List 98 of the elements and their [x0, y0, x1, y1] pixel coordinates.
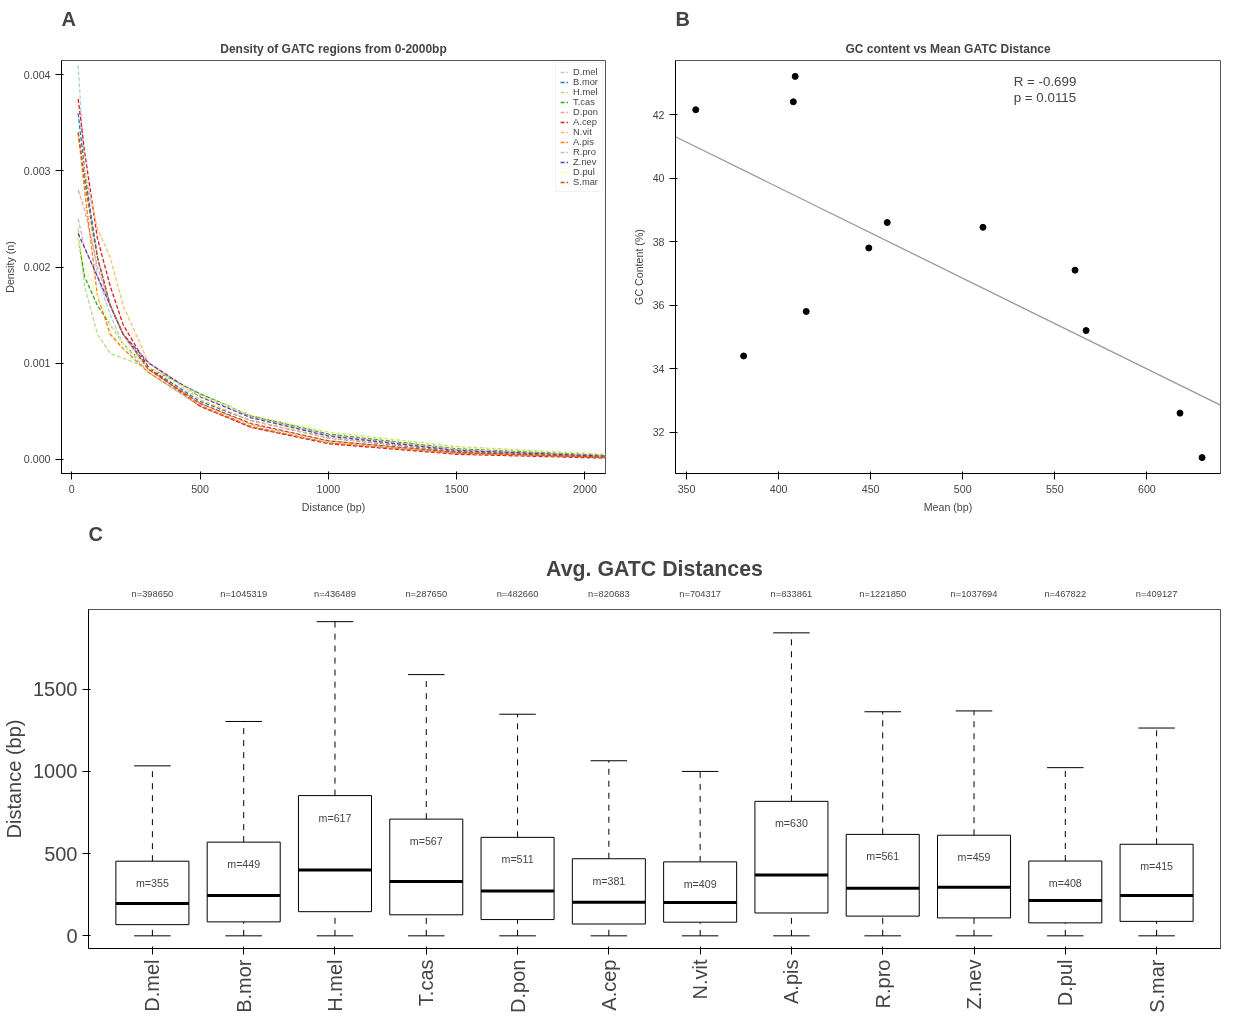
x-tick-label: 350 — [677, 482, 696, 495]
chart-title: GC content vs Mean GATC Distance — [845, 41, 1051, 56]
annotation: p = 0.0115 — [1013, 89, 1077, 105]
text: n=467822 — [1044, 588, 1087, 599]
legend-label: N.vit — [573, 127, 593, 137]
y-tick-label: 42 — [652, 108, 665, 121]
annotation: m=511 — [501, 853, 534, 866]
annotation: m=630 — [775, 817, 808, 830]
y-tick-label: 1000 — [33, 760, 78, 783]
x-tick-label: D.mel — [141, 959, 164, 1012]
x-tick-label: T.cas — [415, 959, 438, 1007]
legend-label: B.mor — [573, 77, 598, 87]
x-tick-label: 450 — [861, 482, 880, 495]
y-tick-label: 0 — [66, 924, 78, 947]
text: n=704317 — [679, 588, 722, 599]
x-tick-label: D.pul — [1054, 959, 1077, 1007]
y-tick-label: 32 — [652, 426, 665, 439]
x-tick-label: 550 — [1045, 482, 1064, 495]
legend-label: D.pon — [573, 107, 598, 117]
point — [692, 106, 700, 114]
annotation: m=355 — [135, 877, 169, 890]
legend-label: T.cas — [573, 97, 595, 107]
point — [802, 307, 810, 315]
y-tick-label: 0.004 — [23, 68, 51, 81]
legend-label: H.mel — [573, 87, 598, 97]
y-tick-label: 0.000 — [23, 453, 51, 466]
legend-label: D.pul — [573, 167, 595, 177]
point — [1082, 327, 1090, 335]
point — [979, 223, 987, 231]
annotation: m=381 — [592, 874, 626, 887]
text: n=436489 — [314, 588, 356, 599]
y-tick-label: 1500 — [33, 678, 78, 701]
text: n=409127 — [1135, 588, 1178, 599]
text: n=398650 — [131, 588, 174, 599]
text: n=1037694 — [950, 588, 998, 599]
annotation: m=561 — [866, 850, 900, 863]
x-tick-label: R.pro — [871, 959, 894, 1009]
legend-label: D.mel — [573, 67, 598, 77]
annotation: m=409 — [683, 877, 717, 890]
text: n=482660 — [496, 588, 539, 599]
x-tick-label: B.mor — [232, 959, 255, 1013]
annotation: m=415 — [1140, 860, 1174, 873]
x-tick-label: N.vit — [689, 959, 712, 1000]
y-tick-label: 34 — [652, 362, 665, 375]
x-tick-label: 1500 — [444, 482, 469, 495]
point — [1071, 266, 1079, 274]
x-axis-title: Mean (bp) — [923, 500, 973, 513]
text: A — [61, 7, 76, 30]
annotation: R = -0.699 — [1013, 73, 1077, 89]
y-tick-label: 0.003 — [23, 164, 51, 177]
text: C — [88, 522, 103, 545]
text: n=833861 — [770, 588, 813, 599]
point — [740, 352, 748, 360]
x-tick-label: 600 — [1137, 482, 1156, 495]
point — [791, 72, 799, 80]
text: n=287650 — [405, 588, 448, 599]
x-tick-label: 500 — [953, 482, 972, 495]
x-axis-title: Distance (bp) — [301, 500, 366, 513]
y-tick-label: 0.002 — [23, 261, 51, 273]
y-tick-label: 36 — [652, 299, 665, 312]
annotation: m=567 — [409, 835, 443, 848]
x-tick-label: S.mar — [1145, 959, 1168, 1013]
y-tick-label: 38 — [652, 235, 665, 248]
x-tick-label: Z.nev — [963, 959, 986, 1010]
legend-label: S.mar — [573, 177, 598, 187]
x-tick-label: 2000 — [573, 482, 597, 495]
y-tick-label: 0.001 — [23, 357, 51, 370]
legend-label: Z.nev — [573, 157, 597, 167]
point — [883, 219, 891, 227]
text: n=1221850 — [859, 588, 907, 599]
text: n=1045319 — [220, 588, 268, 599]
x-tick-label: A.pis — [780, 959, 803, 1004]
x-tick-label: 1000 — [316, 482, 341, 495]
y-tick-label: 500 — [44, 842, 78, 865]
y-tick-label: 40 — [652, 172, 665, 185]
point — [1198, 454, 1206, 462]
legend-label: A.cep — [573, 117, 597, 127]
legend-label: R.pro — [573, 147, 596, 157]
point — [865, 244, 873, 252]
annotation: m=449 — [227, 858, 261, 871]
x-tick-label: 500 — [191, 482, 210, 495]
x-tick-label: D.pon — [506, 959, 529, 1013]
legend-label: A.pis — [573, 137, 594, 147]
text: n=820683 — [587, 588, 630, 599]
chart-title: Density of GATC regions from 0-2000bp — [220, 41, 447, 56]
point — [789, 98, 797, 106]
x-tick-label: A.cep — [597, 959, 620, 1011]
y-axis-title: Density (n) — [3, 241, 16, 293]
y-axis-title: GC Content (%) — [632, 229, 645, 305]
x-tick-label: 400 — [769, 482, 788, 495]
chart-title: Avg. GATC Distances — [546, 556, 763, 581]
annotation: m=408 — [1048, 877, 1082, 890]
x-tick-label: H.mel — [323, 959, 346, 1012]
annotation: m=617 — [318, 811, 352, 824]
annotation: m=459 — [957, 851, 991, 864]
text: B — [675, 7, 690, 30]
y-axis-title: Distance (bp) — [3, 719, 26, 839]
point — [1176, 409, 1184, 417]
